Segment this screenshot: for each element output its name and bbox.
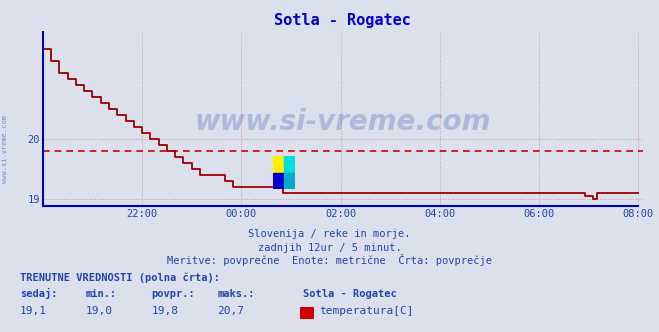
Text: 19,8: 19,8 [152, 306, 179, 316]
Text: www.si-vreme.com: www.si-vreme.com [194, 108, 491, 136]
Text: zadnjih 12ur / 5 minut.: zadnjih 12ur / 5 minut. [258, 243, 401, 253]
Text: povpr.:: povpr.: [152, 289, 195, 299]
Text: 19,1: 19,1 [20, 306, 47, 316]
Text: Sotla - Rogatec: Sotla - Rogatec [303, 289, 397, 299]
Text: Slovenija / reke in morje.: Slovenija / reke in morje. [248, 229, 411, 239]
Text: maks.:: maks.: [217, 289, 255, 299]
Text: temperatura[C]: temperatura[C] [320, 306, 414, 316]
Bar [284, 173, 295, 189]
Text: sedaj:: sedaj: [20, 288, 57, 299]
Text: min.:: min.: [86, 289, 117, 299]
Text: www.si-vreme.com: www.si-vreme.com [2, 116, 9, 183]
Text: TRENUTNE VREDNOSTI (polna črta):: TRENUTNE VREDNOSTI (polna črta): [20, 272, 219, 283]
Bar [273, 156, 284, 173]
Text: Meritve: povprečne  Enote: metrične  Črta: povprečje: Meritve: povprečne Enote: metrične Črta:… [167, 254, 492, 266]
Text: 19,0: 19,0 [86, 306, 113, 316]
Bar [273, 173, 284, 189]
Bar [284, 156, 295, 173]
Title: Sotla - Rogatec: Sotla - Rogatec [274, 13, 411, 28]
Text: 20,7: 20,7 [217, 306, 244, 316]
